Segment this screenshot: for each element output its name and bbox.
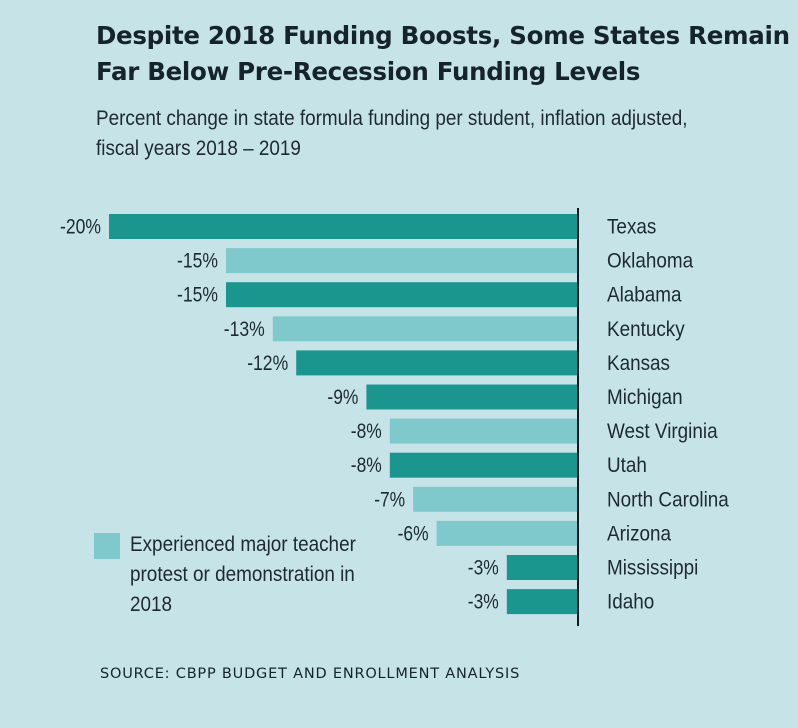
value-label-idaho: -3% bbox=[468, 591, 499, 614]
category-label-north-carolina: North Carolina bbox=[607, 488, 730, 511]
value-label-texas: -20% bbox=[60, 216, 101, 239]
category-label-mississippi: Mississippi bbox=[607, 557, 698, 580]
value-label-kentucky: -13% bbox=[224, 318, 265, 341]
category-label-oklahoma: Oklahoma bbox=[607, 250, 694, 273]
category-label-kansas: Kansas bbox=[607, 352, 670, 375]
category-label-utah: Utah bbox=[607, 454, 647, 477]
bar-texas bbox=[109, 214, 577, 239]
bars-group bbox=[109, 214, 577, 615]
value-label-kansas: -12% bbox=[247, 352, 288, 375]
value-label-west-virginia: -8% bbox=[351, 420, 382, 443]
bar-utah bbox=[389, 452, 577, 478]
category-label-idaho: Idaho bbox=[607, 591, 654, 614]
value-labels-group: -20% -15% -15% -13% -12% -9% -8% -8% -7% -6% -3% -3… bbox=[60, 216, 499, 614]
bar-north-carolina bbox=[413, 486, 577, 512]
legend-label-protest: Experienced major teacher protest or dem… bbox=[130, 533, 356, 616]
bar-michigan bbox=[366, 384, 577, 410]
bar-kansas bbox=[296, 350, 577, 376]
bar-mississippi bbox=[506, 555, 577, 580]
category-label-alabama: Alabama bbox=[607, 284, 682, 307]
category-label-texas: Texas bbox=[607, 216, 656, 239]
value-label-oklahoma: -15% bbox=[177, 250, 218, 273]
category-label-kentucky: Kentucky bbox=[607, 318, 685, 341]
value-label-alabama: -15% bbox=[177, 284, 218, 307]
chart-subtitle: Percent change in state formula funding … bbox=[96, 107, 688, 160]
bar-idaho bbox=[506, 589, 577, 615]
source-note: SOURCE: CBPP BUDGET AND ENROLLMENT ANALY… bbox=[100, 666, 521, 682]
bar-west-virginia bbox=[389, 418, 577, 444]
category-labels-group: Texas Oklahoma Alabama Kentucky Kansas Michig… bbox=[607, 216, 730, 614]
category-label-west-virginia: West Virginia bbox=[607, 420, 718, 443]
category-label-arizona: Arizona bbox=[607, 523, 672, 546]
bar-arizona bbox=[436, 520, 577, 546]
category-label-michigan: Michigan bbox=[607, 386, 683, 409]
legend-swatch-protest bbox=[94, 533, 120, 559]
chart-title: Despite 2018 Funding Boosts, Some States… bbox=[96, 18, 798, 90]
value-label-michigan: -9% bbox=[327, 386, 358, 409]
chart-title-text: Despite 2018 Funding Boosts, Some States… bbox=[96, 21, 790, 86]
value-label-north-carolina: -7% bbox=[374, 488, 405, 511]
bar-alabama bbox=[226, 282, 577, 308]
bar-oklahoma bbox=[226, 248, 577, 274]
value-label-mississippi: -3% bbox=[468, 557, 499, 580]
value-label-utah: -8% bbox=[351, 454, 382, 477]
value-label-arizona: -6% bbox=[398, 522, 429, 545]
bar-kentucky bbox=[272, 316, 577, 342]
